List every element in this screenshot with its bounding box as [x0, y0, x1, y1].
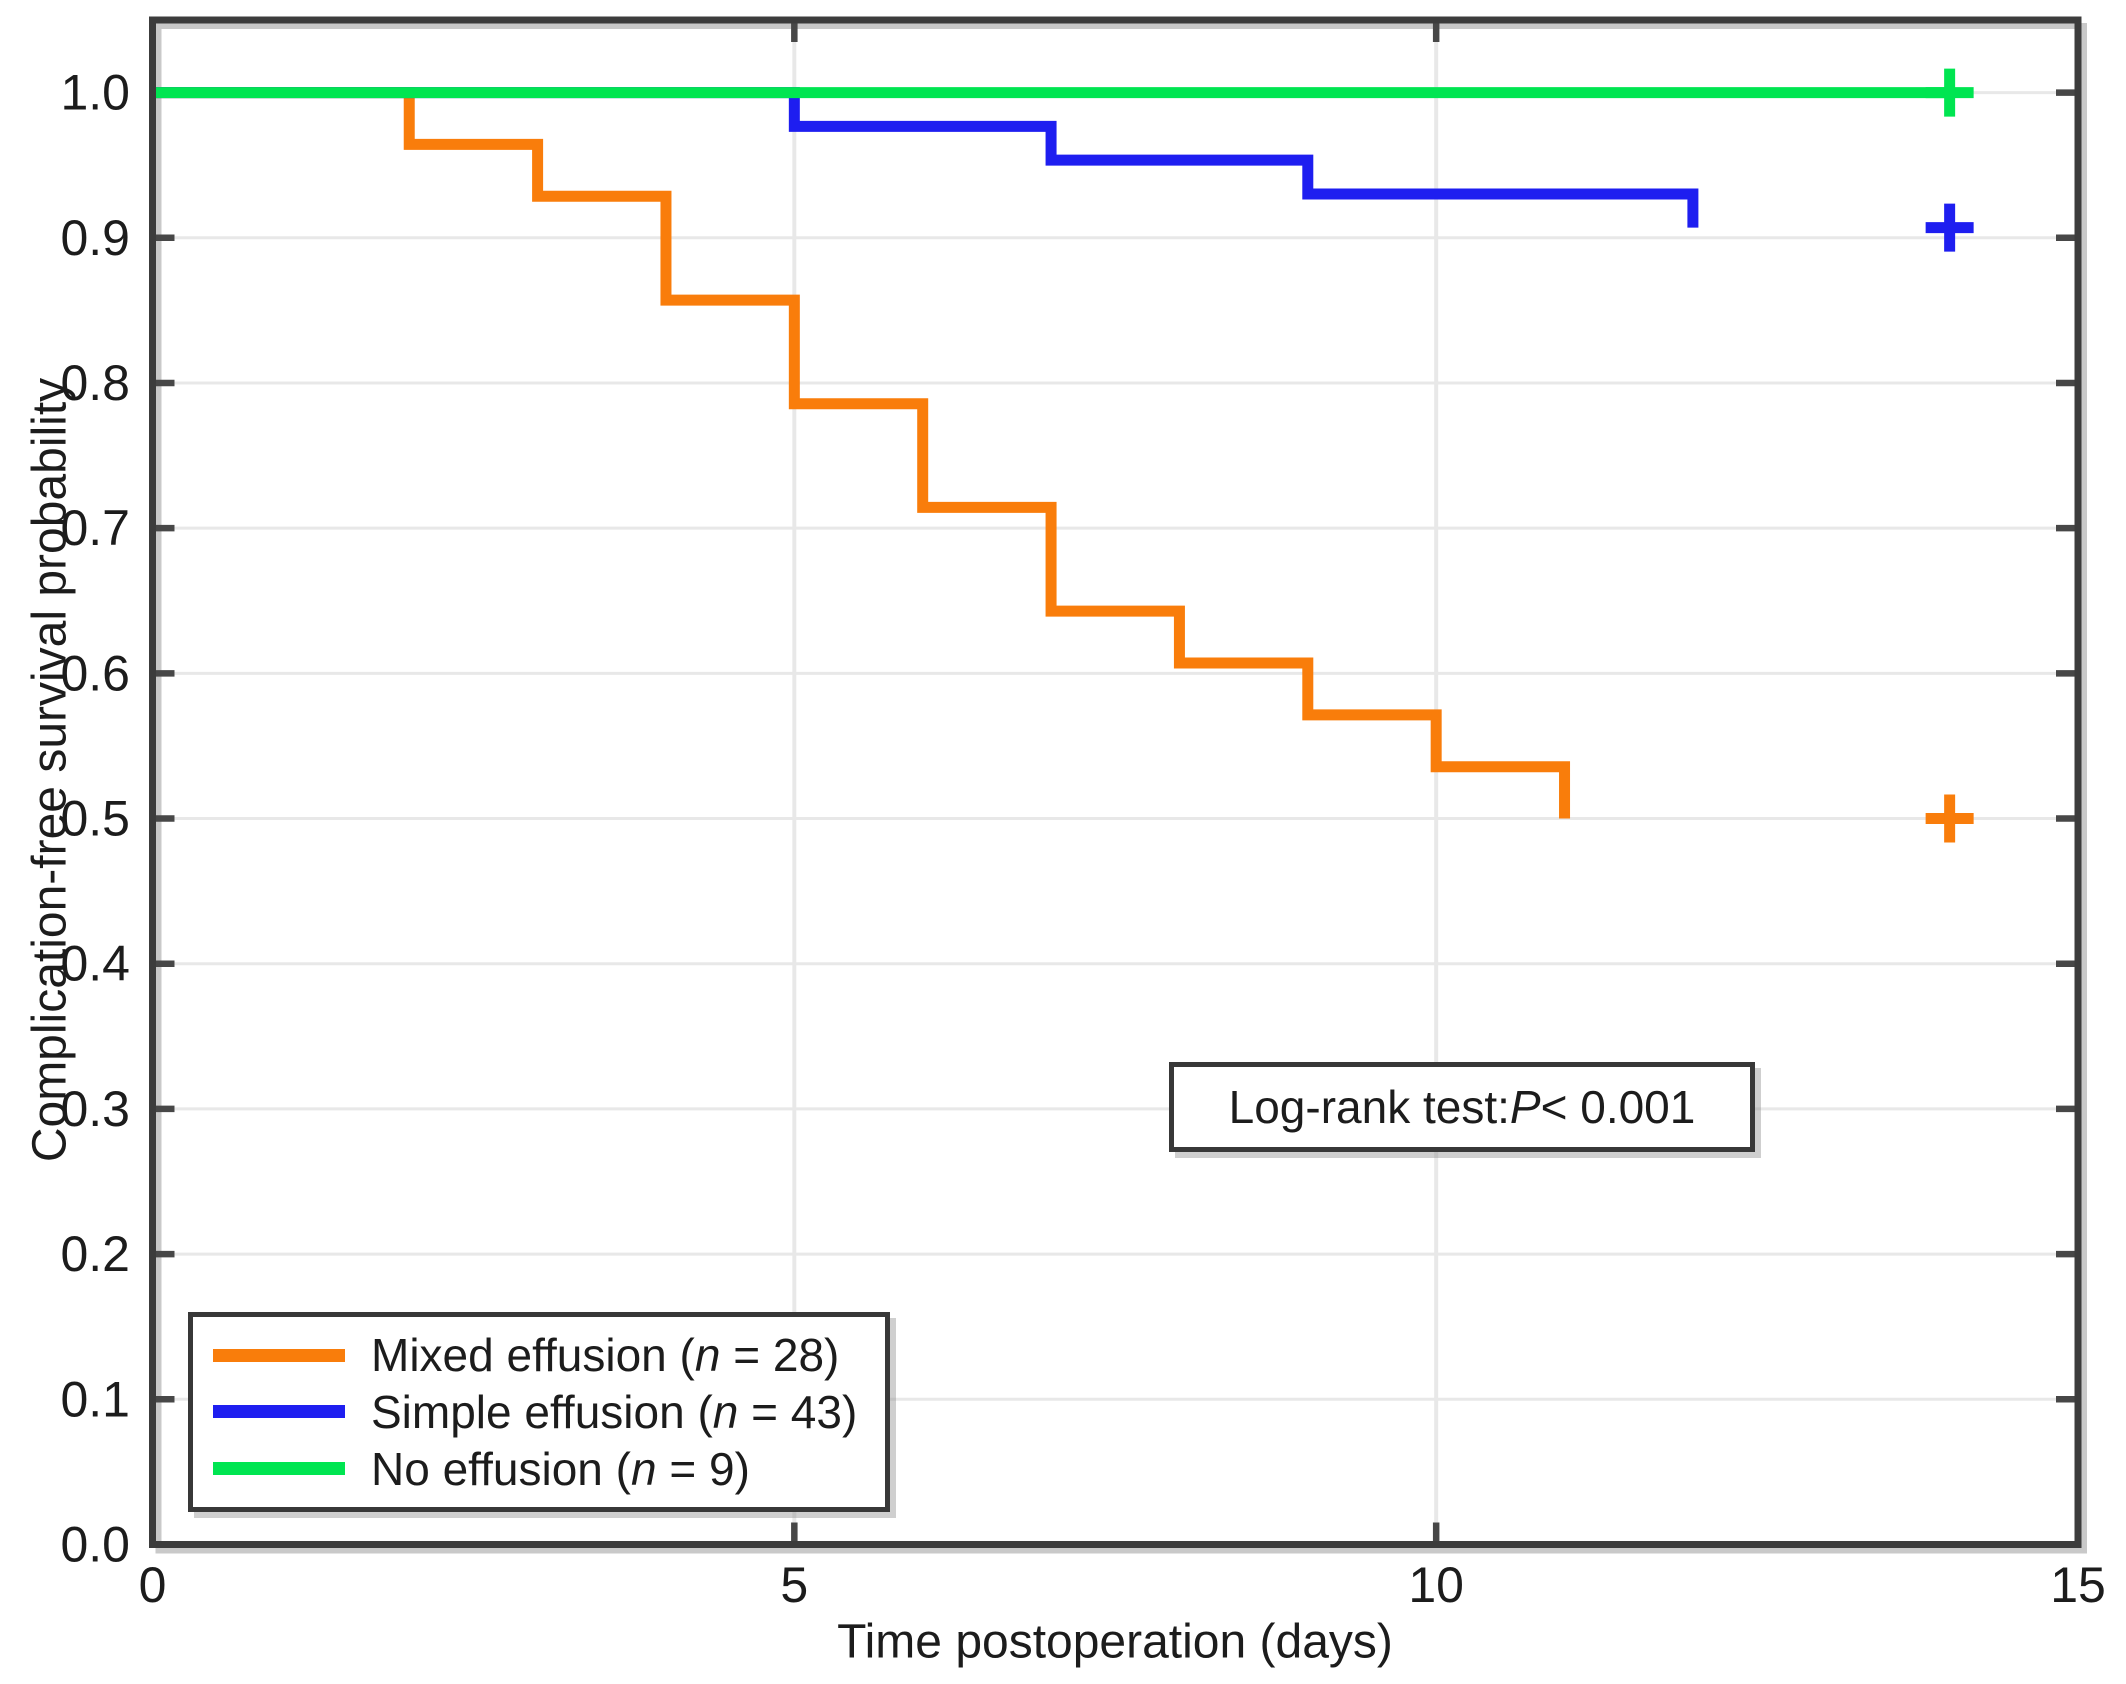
- survival-curves: [152, 87, 1950, 819]
- legend-label-text: = 9): [656, 1442, 750, 1495]
- legend-label-simple-effusion: Simple effusion (n = 43): [371, 1385, 857, 1439]
- legend-label-text: No effusion (: [371, 1442, 631, 1495]
- y-tick-label: 0.9: [60, 210, 130, 266]
- x-tick-label: 0: [139, 1557, 167, 1613]
- legend-label-no-effusion: No effusion (n = 9): [371, 1442, 750, 1496]
- plot-border: [149, 16, 2082, 1548]
- plot-border-shadow-group: [155, 23, 2087, 1554]
- legend-item-mixed-effusion: Mixed effusion (n = 28): [213, 1328, 865, 1382]
- x-tick-label: 15: [2050, 1557, 2106, 1613]
- legend-label-n-italic: n: [712, 1385, 739, 1438]
- x-tick-label: 10: [1408, 1557, 1464, 1613]
- y-tick-label: 0.1: [60, 1371, 130, 1427]
- y-tick-label: 0.5: [60, 791, 130, 847]
- legend-label-text: = 43): [738, 1385, 858, 1438]
- legend-swatch-mixed-effusion: [213, 1348, 345, 1362]
- series-line-simple-effusion: [152, 87, 1699, 228]
- y-axis-title: Complication-free survival probability: [24, 378, 77, 1162]
- y-tick-label: 0.2: [60, 1226, 130, 1282]
- y-tick-label: 0.0: [60, 1517, 130, 1573]
- plot-border-shadow: [155, 23, 2087, 1554]
- legend-label-text: = 28): [720, 1329, 840, 1382]
- y-tick-label: 0.6: [60, 645, 130, 701]
- legend-item-simple-effusion: Simple effusion (n = 43): [213, 1385, 865, 1439]
- y-tick-label: 0.4: [60, 936, 130, 992]
- log-rank-text: < 0.001: [1540, 1081, 1696, 1133]
- series-line-mixed-effusion: [152, 87, 1571, 819]
- y-tick-label: 0.8: [60, 355, 130, 411]
- tick-labels: 0 5 10 15 0.0 0.1 0.2 0.3 0.4 0.5 0.6 0.7 0.8 0.9 1.0: [60, 65, 2105, 1613]
- x-tick-label: 5: [780, 1557, 808, 1613]
- censor-marks: [1925, 68, 1974, 843]
- legend-label-mixed-effusion: Mixed effusion (n = 28): [371, 1328, 839, 1382]
- log-rank-annotation-box: Log-rank test: P < 0.001: [1169, 1062, 1755, 1152]
- legend-item-no-effusion: No effusion (n = 9): [213, 1442, 865, 1496]
- tick-marks: [152, 20, 2078, 1545]
- x-axis-title: Time postoperation (days): [837, 1616, 1393, 1669]
- legend-swatch-simple-effusion: [213, 1405, 345, 1419]
- log-rank-text: Log-rank test:: [1228, 1081, 1510, 1133]
- legend-swatch-no-effusion: [213, 1462, 345, 1476]
- legend-box: Mixed effusion (n = 28) Simple effusion …: [188, 1312, 890, 1512]
- legend-label-text: Mixed effusion (: [371, 1329, 695, 1382]
- y-tick-label: 1.0: [60, 65, 130, 121]
- plot-border-group: [149, 16, 2082, 1548]
- legend-label-n-italic: n: [694, 1329, 721, 1382]
- y-tick-label: 0.7: [60, 500, 130, 556]
- log-rank-p-italic: P: [1509, 1081, 1541, 1133]
- legend-label-n-italic: n: [630, 1442, 657, 1495]
- legend-label-text: Simple effusion (: [371, 1385, 713, 1438]
- y-tick-label: 0.3: [60, 1081, 130, 1137]
